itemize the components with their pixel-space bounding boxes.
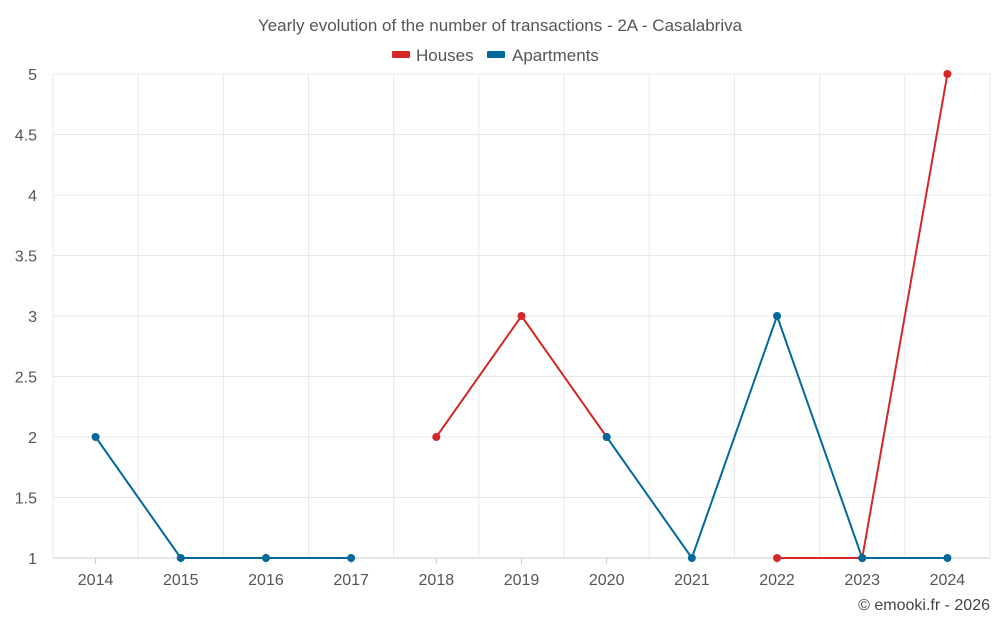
data-point-apartments[interactable] bbox=[176, 554, 185, 562]
series-line-apartments bbox=[94, 436, 352, 559]
y-tick-label: 5 bbox=[28, 67, 37, 84]
data-point-houses[interactable] bbox=[432, 433, 441, 441]
legend-label-houses: Houses bbox=[416, 46, 474, 65]
chart-title: Yearly evolution of the number of transa… bbox=[258, 16, 743, 35]
data-point-apartments[interactable] bbox=[91, 433, 100, 441]
y-tick-label: 3 bbox=[28, 309, 37, 326]
x-tick-label: 2016 bbox=[248, 572, 284, 589]
y-tick-label: 2 bbox=[28, 430, 37, 447]
x-tick-label: 2021 bbox=[674, 572, 710, 589]
legend-swatch-apartments bbox=[487, 51, 505, 58]
y-tick-label: 4.5 bbox=[15, 128, 37, 145]
data-point-apartments[interactable] bbox=[687, 554, 696, 562]
x-tick-label: 2019 bbox=[504, 572, 540, 589]
y-tick-label: 4 bbox=[28, 188, 37, 205]
y-tick-label: 3.5 bbox=[15, 249, 37, 266]
legend-swatch-houses bbox=[392, 51, 410, 58]
credit-text: © emooki.fr - 2026 bbox=[858, 597, 990, 614]
x-tick-label: 2022 bbox=[759, 572, 795, 589]
y-tick-label: 1 bbox=[28, 551, 37, 568]
legend-item-apartments[interactable]: Apartments bbox=[487, 46, 599, 65]
x-tick-label: 2015 bbox=[163, 572, 199, 589]
data-point-apartments[interactable] bbox=[602, 433, 611, 441]
x-tick-label: 2023 bbox=[844, 572, 880, 589]
series-apartments bbox=[91, 312, 952, 562]
x-tick-label: 2014 bbox=[78, 572, 114, 589]
x-tick-label: 2024 bbox=[930, 572, 966, 589]
data-point-apartments[interactable] bbox=[261, 554, 270, 562]
legend-item-houses[interactable]: Houses bbox=[392, 46, 474, 65]
data-point-apartments[interactable] bbox=[858, 554, 867, 562]
y-tick-label: 1.5 bbox=[15, 491, 37, 508]
data-point-apartments[interactable] bbox=[773, 312, 782, 320]
series bbox=[91, 70, 952, 562]
legend-label-apartments: Apartments bbox=[512, 46, 599, 65]
y-axis: 1 1.5 2 2.5 3 3.5 4 4.5 5 bbox=[15, 67, 37, 568]
data-point-apartments[interactable] bbox=[943, 554, 952, 562]
data-point-houses[interactable] bbox=[517, 312, 526, 320]
data-point-houses[interactable] bbox=[943, 70, 952, 78]
x-tick-label: 2018 bbox=[419, 572, 455, 589]
legend: Houses Apartments bbox=[392, 46, 599, 65]
data-point-houses[interactable] bbox=[773, 554, 782, 562]
x-tick-label: 2017 bbox=[333, 572, 369, 589]
data-point-apartments[interactable] bbox=[347, 554, 356, 562]
y-tick-label: 2.5 bbox=[15, 370, 37, 387]
x-tick-label: 2020 bbox=[589, 572, 625, 589]
x-axis: 2014 2015 2016 2017 2018 2019 2020 2021 2022 2023… bbox=[53, 557, 990, 589]
